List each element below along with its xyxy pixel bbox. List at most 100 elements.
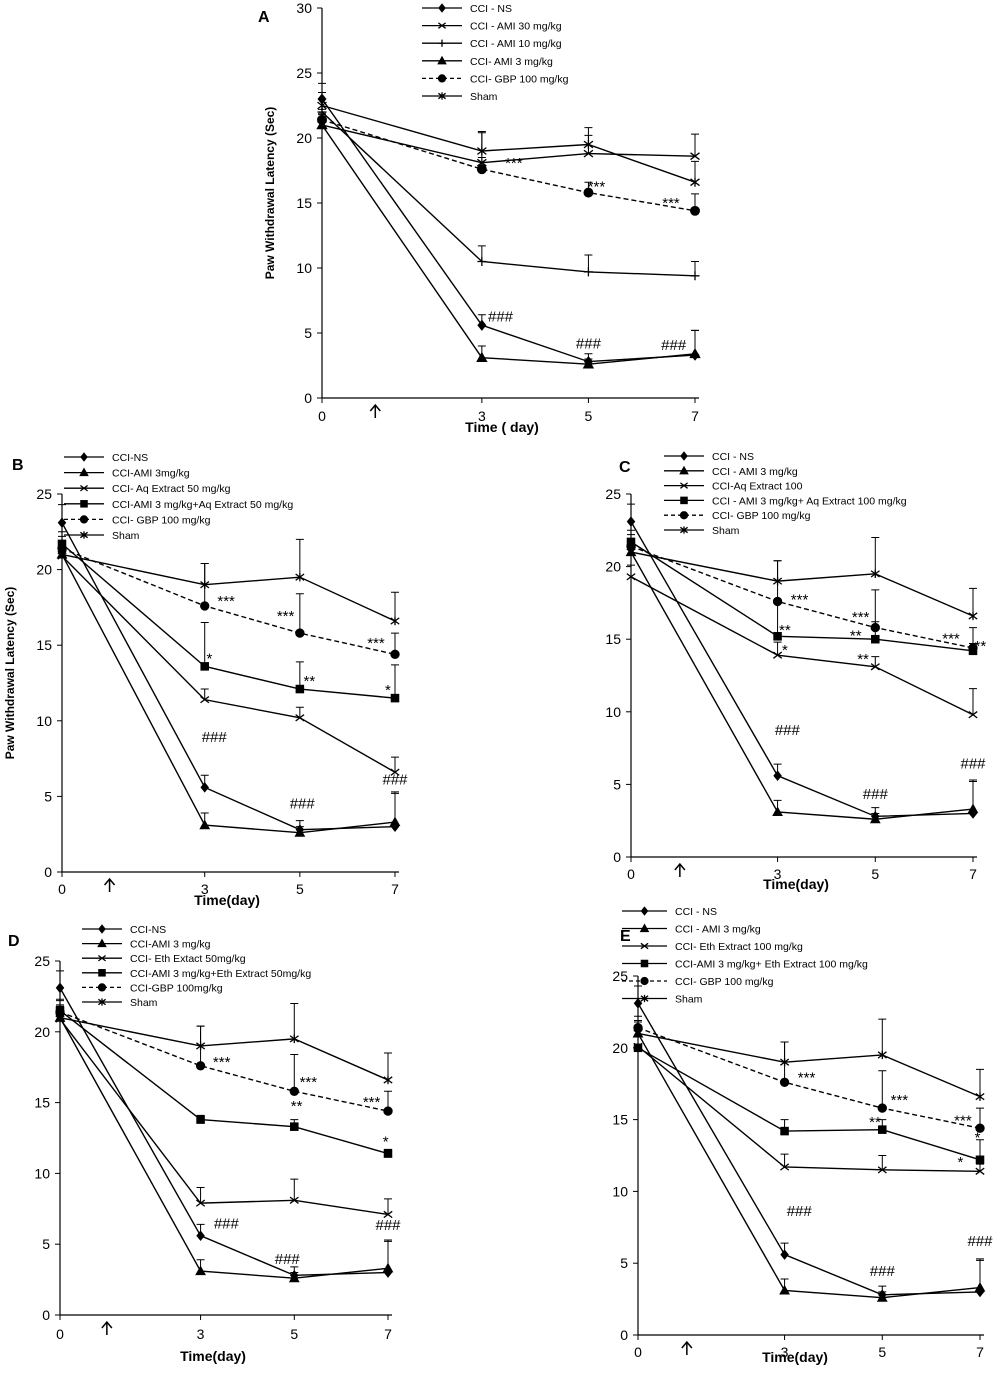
data-point	[967, 803, 979, 814]
series-2	[57, 543, 400, 776]
x-tick-label: 3	[781, 1344, 789, 1360]
legend-marker	[80, 452, 88, 462]
data-point	[633, 1043, 643, 1053]
x-axis-title: Time(day)	[180, 1348, 246, 1364]
data-point	[200, 580, 210, 589]
series-line	[61, 522, 396, 831]
data-point	[626, 547, 636, 557]
y-tick-label: 0	[613, 849, 621, 865]
legend-label: CCI- GBP 100 mg/kg	[712, 510, 811, 522]
x-tick-label: 5	[296, 881, 304, 897]
data-point	[773, 632, 782, 641]
significance-label: ***	[588, 178, 606, 195]
legend-marker	[680, 451, 688, 461]
error-bar	[200, 622, 209, 667]
error-bar	[878, 1155, 887, 1170]
legend-label: CCI-NS	[112, 452, 148, 464]
y-tick-label: 0	[42, 1307, 50, 1323]
significance-label: ###	[960, 755, 986, 772]
series-line	[637, 1047, 981, 1161]
data-point	[383, 1149, 393, 1158]
legend-label: CCI- GBP 100 mg/kg	[112, 514, 211, 526]
y-tick-label: 15	[612, 1112, 628, 1128]
legend-marker	[680, 496, 688, 505]
series-1	[56, 540, 401, 837]
error-bar	[200, 688, 209, 700]
x-tick-label: 7	[976, 1344, 984, 1360]
data-point	[200, 662, 209, 671]
x-tick-label: 5	[871, 866, 879, 882]
legend-marker	[680, 482, 688, 489]
series-line	[637, 1002, 981, 1296]
significance-label: ###	[214, 1216, 240, 1233]
y-tick-label: 15	[34, 1095, 50, 1111]
series-line	[637, 1032, 981, 1098]
treatment-arrow-icon	[103, 877, 116, 892]
panel-label: D	[8, 933, 20, 950]
data-point	[295, 684, 305, 694]
data-point	[772, 596, 783, 607]
y-tick-label: 15	[296, 195, 312, 211]
y-tick-label: 20	[296, 130, 312, 146]
series-5	[55, 1002, 393, 1085]
data-point	[390, 649, 400, 659]
y-tick-label: 20	[612, 1040, 628, 1056]
series-line	[637, 1045, 981, 1172]
series-line	[61, 553, 396, 622]
treatment-arrow-icon	[674, 862, 686, 877]
legend-marker	[97, 983, 107, 992]
data-point	[290, 1122, 299, 1131]
data-point	[779, 1163, 790, 1171]
significance-label: **	[291, 1098, 303, 1115]
legend-label: CCI- Aq Extract 50 mg/kg	[112, 483, 231, 495]
legend-label: CCI - AMI 10 mg/kg	[470, 38, 562, 50]
error-bar	[391, 591, 399, 622]
data-point	[772, 806, 783, 817]
legend-label: CCI - AMI 3 mg/kg+ Aq Extract 100 mg/kg	[712, 495, 907, 507]
data-point	[968, 643, 978, 653]
legend-marker	[640, 906, 649, 916]
data-point	[582, 358, 595, 369]
data-point	[870, 663, 880, 671]
significance-label: ***	[213, 1054, 231, 1071]
legend-marker	[438, 92, 446, 100]
x-tick-label: 3	[478, 408, 486, 424]
data-point	[689, 347, 701, 359]
data-point	[877, 1166, 887, 1174]
x-tick-label: 0	[318, 408, 326, 424]
series-0	[633, 985, 985, 1301]
data-point	[583, 149, 594, 158]
significance-label: *	[975, 1130, 981, 1147]
significance-label: ***	[277, 608, 295, 625]
significance-label: ###	[488, 308, 514, 325]
legend-label: CCI-GBP 100mg/kg	[130, 982, 223, 994]
x-tick-label: 0	[56, 1326, 64, 1342]
legend-marker	[680, 526, 688, 534]
x-tick-label: 5	[585, 408, 593, 424]
legend-label: Sham	[675, 994, 703, 1006]
data-point	[870, 622, 880, 633]
data-point	[583, 187, 594, 198]
x-tick-label: 0	[58, 881, 66, 897]
data-point	[57, 517, 67, 529]
y-tick-label: 15	[36, 637, 52, 653]
legend-marker	[679, 511, 689, 520]
data-point	[690, 177, 700, 187]
significance-label: **	[857, 651, 869, 668]
y-tick-label: 0	[304, 390, 312, 406]
data-point	[974, 1281, 986, 1292]
data-point	[476, 351, 488, 362]
series-line	[630, 551, 974, 820]
significance-label: **	[779, 622, 791, 639]
significance-label: ###	[275, 1251, 301, 1268]
significance-label: ###	[382, 771, 408, 788]
data-point	[583, 267, 593, 277]
series-line	[59, 1018, 389, 1216]
data-point	[382, 1262, 394, 1273]
x-tick-label: 3	[197, 1326, 205, 1342]
legend-label: CCI- Eth Extract 100 mg/kg	[675, 941, 803, 953]
significance-label: **	[869, 1114, 881, 1131]
series-line	[321, 111, 696, 277]
x-axis-title: Time(day)	[762, 1349, 828, 1365]
significance-label: ###	[290, 795, 316, 812]
